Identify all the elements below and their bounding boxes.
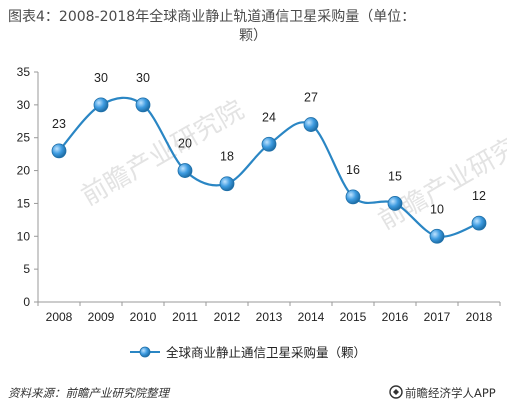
source-label: 资料来源：前瞻产业研究院整理 <box>8 386 170 400</box>
legend-label: 全球商业静止通信卫星采购量（颗） <box>166 345 366 360</box>
y-tick-label: 5 <box>23 262 30 276</box>
data-label: 20 <box>178 137 192 151</box>
y-tick-label: 20 <box>17 164 31 178</box>
data-label: 16 <box>346 163 360 177</box>
x-tick-label: 2018 <box>466 310 493 324</box>
x-tick-label: 2011 <box>172 310 198 324</box>
legend-marker <box>139 346 151 358</box>
data-point-marker <box>429 228 445 244</box>
data-point-marker <box>177 163 193 178</box>
data-point-marker <box>219 176 235 192</box>
data-label: 23 <box>52 117 66 131</box>
markers-layer <box>51 97 487 244</box>
x-tick-label: 2012 <box>214 310 241 324</box>
y-tick-label: 10 <box>17 229 31 243</box>
brand-logo-mark <box>393 389 399 395</box>
data-label: 27 <box>304 91 318 105</box>
data-label: 24 <box>262 110 276 124</box>
data-label: 10 <box>430 202 444 216</box>
data-label: 30 <box>136 71 150 85</box>
y-tick-label: 35 <box>17 65 31 79</box>
x-tick-label: 2013 <box>256 310 283 324</box>
data-point-marker <box>471 215 487 231</box>
data-point-marker <box>51 143 67 159</box>
x-tick-label: 2010 <box>130 310 157 324</box>
data-point-marker <box>387 196 403 211</box>
data-label: 30 <box>94 71 108 85</box>
data-label: 12 <box>472 189 486 203</box>
data-label: 15 <box>388 169 402 183</box>
data-point-marker <box>261 136 277 152</box>
brand-label: 前瞻经济学人APP <box>405 386 496 400</box>
chart-title-line-1: 图表4：2008-2018年全球商业静止轨道通信卫星采购量（单位： <box>8 8 415 25</box>
x-tick-label: 2017 <box>424 310 451 324</box>
x-tick-label: 2009 <box>88 310 115 324</box>
y-tick-label: 15 <box>17 196 31 210</box>
x-tick-label: 2016 <box>382 310 409 324</box>
data-point-marker <box>93 97 109 113</box>
y-tick-label: 0 <box>23 295 30 309</box>
data-label: 18 <box>220 150 234 164</box>
data-point-marker <box>135 97 151 113</box>
y-tick-label: 30 <box>17 98 31 112</box>
brand: 前瞻经济学人APP <box>389 385 496 400</box>
data-point-marker <box>345 189 361 205</box>
legend: 全球商业静止通信卫星采购量（颗） <box>130 345 366 360</box>
x-tick-label: 2008 <box>46 310 73 324</box>
y-tick-label: 25 <box>17 131 31 145</box>
x-tick-label: 2015 <box>340 310 367 324</box>
data-point-marker <box>303 117 319 132</box>
data-labels-layer: 23 30 30 20 18 24 27 16 15 10 12 <box>52 71 486 216</box>
chart-title-line-2: 颗） <box>239 28 267 44</box>
x-tick-label: 2014 <box>298 310 325 324</box>
